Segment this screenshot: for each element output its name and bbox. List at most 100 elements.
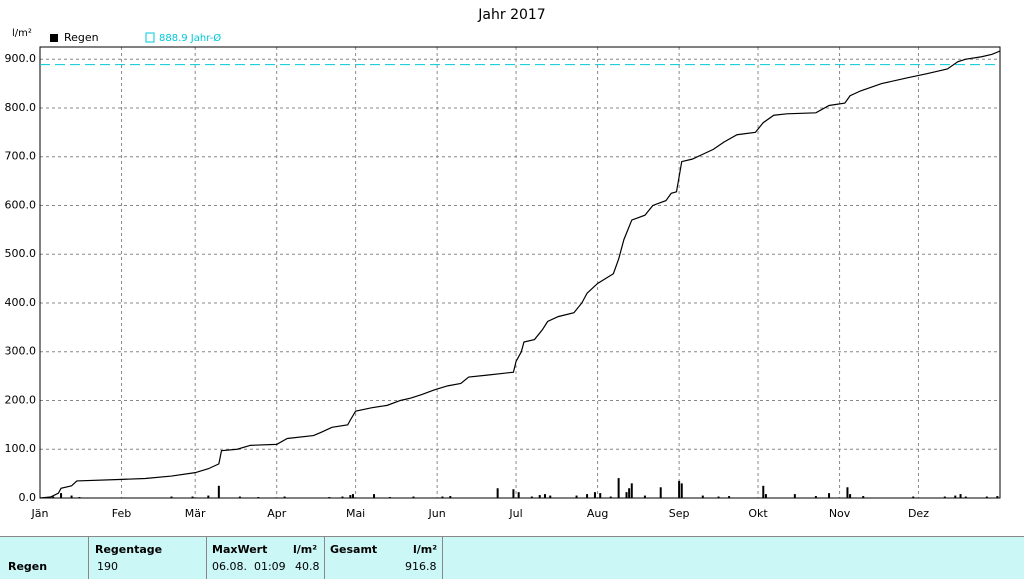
x-tick-label: Okt [748,507,768,520]
x-tick-label: Apr [267,507,287,520]
x-tick-label: Sep [669,507,690,520]
x-tick-label: Mär [185,507,206,520]
bar [441,496,444,498]
bar [328,497,331,498]
bar [849,494,852,498]
x-tick-label: Jun [428,507,446,520]
bar [496,488,499,498]
bar [793,494,796,498]
bar [449,496,452,498]
bar [217,485,220,498]
bar [283,496,286,498]
y-axis-label: l/m² [12,28,32,39]
bar [70,495,73,498]
table-cell: 190 [97,560,118,573]
bar [60,493,63,498]
bar [996,496,999,498]
bar [659,487,662,498]
table-cell: MaxWert [212,543,268,556]
bar [78,497,81,498]
bar [517,492,520,498]
bar [351,494,354,498]
y-tick-label: 600.0 [5,198,37,211]
bar [728,496,731,498]
table-cell: Regentage [95,543,163,556]
y-tick-label: 300.0 [5,345,37,358]
bar [543,494,546,498]
bar [170,496,173,498]
y-tick-label: 0.0 [19,491,37,504]
x-tick-label: Mai [346,507,365,520]
bar [943,496,946,498]
bar [628,488,631,498]
bar [341,496,344,498]
bar [625,492,628,498]
legend-swatch [50,34,58,42]
table-border [442,537,443,579]
bar [964,496,967,498]
bar [412,496,415,498]
bar [609,496,612,498]
bar [599,493,602,498]
summary-table: Regentage MaxWert l/m² Gesamt l/m² Regen 190 06… [0,536,1024,579]
legend-label: 888.9 Jahr-Ø [159,32,221,44]
bar [388,497,391,498]
chart: Jahr 2017 l/m² 0.0 100.0 200.0 300.0 400.0 50… [5,7,1001,520]
y-tick-label: 500.0 [5,247,37,260]
legend-swatch [145,32,155,43]
bar [530,496,533,498]
chart-title: Jahr 2017 [477,7,545,23]
bar [593,492,596,498]
bar [575,495,578,498]
bar [846,487,849,498]
bar [717,496,720,498]
table-cell: 40.8 [295,560,320,573]
y-tick-label: 400.0 [5,296,37,309]
bar [814,496,817,498]
table-cell: l/m² [293,543,318,556]
bar [643,495,646,498]
bar [862,496,865,498]
bar [985,496,988,498]
x-tick-label: Feb [112,507,131,520]
bar [512,489,515,498]
bar [191,496,194,498]
x-tick-label: Jul [508,507,522,520]
bar [630,483,633,498]
y-tick-label: 700.0 [5,150,37,163]
table-border [324,537,325,579]
bar [549,495,552,498]
bar [954,495,957,498]
bar [373,494,376,498]
table-border [206,537,207,579]
x-tick-label: Aug [587,507,608,520]
bar [959,494,962,498]
table-cell: Gesamt [330,543,378,556]
x-tick-label: Jän [31,507,49,520]
bar [52,496,55,498]
x-tick-label: Nov [829,507,851,520]
plot-frame [39,46,1001,499]
bar [207,495,210,498]
bar [912,496,915,498]
table-border [88,537,89,579]
legend-label: Regen [64,31,99,44]
bar [586,494,589,498]
y-tick-label: 900.0 [5,52,37,65]
bar [701,495,704,498]
x-tick-label: Dez [908,507,929,520]
table-cell: 06.08. 01:09 [212,560,286,573]
y-tick-label: 800.0 [5,101,37,114]
bar [762,485,765,498]
table-cell: Regen [8,560,48,573]
bar [238,496,241,498]
y-tick-label: 100.0 [5,442,37,455]
bar [680,483,683,498]
table-cell: 916.8 [405,560,437,573]
y-tick-label: 200.0 [5,393,37,406]
bar [538,495,541,498]
bar [828,493,831,498]
bar [617,478,620,498]
bar [349,495,352,498]
